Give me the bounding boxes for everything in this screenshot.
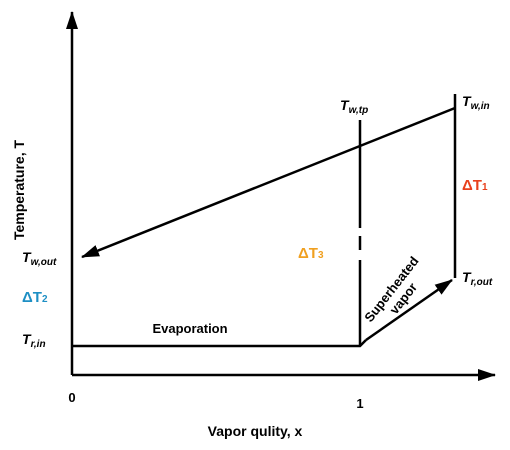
label-t-w-tp: Tw,tp [340,97,368,116]
label-main: ΔT [298,245,318,262]
label-sub: r,in [31,339,46,350]
label-sub: 3 [318,250,324,261]
superheated-label: Superheated vapor [361,254,421,325]
label-sub: w,out [31,257,57,268]
refrigerant-line [72,339,367,348]
x-tick: 0 [68,390,75,405]
label-t-r-out: Tr,out [462,269,493,288]
label-main: T [462,269,472,285]
superheat-arrow [365,278,453,342]
label-sub: w,in [471,101,490,112]
label-t-w-in: Tw,in [462,93,490,112]
label-t-r-in: Tr,in [22,331,46,350]
x-label: Vapor qulity, x [208,423,303,439]
label-sub: 2 [42,294,48,305]
label-main: T [22,249,32,265]
evaporation-label: Evaporation [152,321,227,336]
label-main: T [22,331,32,347]
label-sub: 1 [482,182,488,193]
label-t-w-out: Tw,out [22,249,57,268]
label-main: ΔT [22,289,42,306]
label-sub: w,tp [349,105,369,116]
label-delta-t2: ΔT2 [22,289,48,306]
label-sub: r,out [471,277,493,288]
x-tick: 1 [356,396,363,411]
label-main: ΔT [462,177,482,194]
water-line [81,106,456,259]
lines [66,11,496,381]
y-label: Temperature, T [11,140,27,241]
label-main: T [340,97,350,113]
label-main: T [462,93,472,109]
label-delta-t3: ΔT3 [298,245,324,262]
label-delta-t1: ΔT1 [462,177,488,194]
